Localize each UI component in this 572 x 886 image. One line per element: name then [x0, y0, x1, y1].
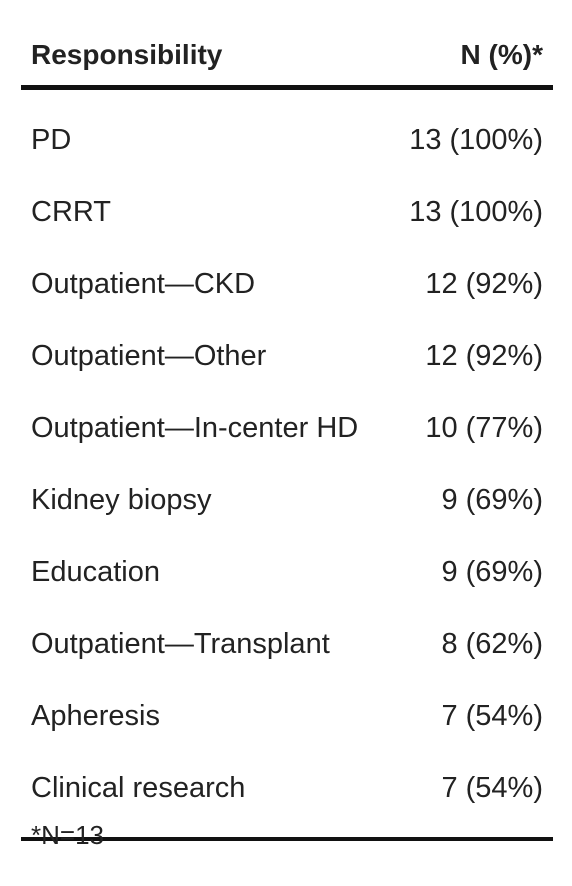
table-footnote: *N=13: [31, 820, 104, 850]
table-row: CRRT 13 (100%): [21, 176, 553, 248]
cell-responsibility: Clinical research: [31, 771, 246, 804]
cell-responsibility: Outpatient—CKD: [31, 267, 256, 300]
cell-n-percent: 7 (54%): [441, 771, 543, 804]
cell-n-percent: 12 (92%): [425, 267, 543, 300]
cell-responsibility: Apheresis: [31, 699, 160, 732]
cell-responsibility: PD: [31, 123, 72, 156]
cell-responsibility: Outpatient—In-center HD: [31, 411, 359, 444]
cell-n-percent: 12 (92%): [425, 339, 543, 372]
table-header: Responsibility N (%)*: [21, 0, 553, 85]
cell-responsibility: Outpatient—Transplant: [31, 627, 330, 660]
cell-n-percent: 13 (100%): [409, 195, 543, 228]
cell-n-percent: 13 (100%): [409, 123, 543, 156]
header-rule: [21, 85, 553, 90]
table-row: Kidney biopsy 9 (69%): [21, 464, 553, 536]
table-row: Outpatient—Transplant 8 (62%): [21, 608, 553, 680]
header-responsibility: Responsibility: [31, 39, 223, 70]
cell-responsibility: Education: [31, 555, 160, 588]
cell-n-percent: 9 (69%): [441, 555, 543, 588]
table-row: Education 9 (69%): [21, 536, 553, 608]
table-body: PD 13 (100%) CRRT 13 (100%) Outpatient—C…: [21, 90, 553, 837]
table-row: Outpatient—In-center HD 10 (77%): [21, 392, 553, 464]
table-row: Outpatient—CKD 12 (92%): [21, 248, 553, 320]
table-row: Outpatient—Other 12 (92%): [21, 320, 553, 392]
header-n-percent: N (%)*: [460, 39, 543, 70]
cell-responsibility: Outpatient—Other: [31, 339, 267, 372]
cell-responsibility: Kidney biopsy: [31, 483, 212, 516]
table-row: PD 13 (100%): [21, 104, 553, 176]
table-row: Apheresis 7 (54%): [21, 680, 553, 752]
cell-n-percent: 8 (62%): [441, 627, 543, 660]
cell-n-percent: 10 (77%): [425, 411, 543, 444]
table-row: Clinical research 7 (54%): [21, 752, 553, 824]
cell-n-percent: 7 (54%): [441, 699, 543, 732]
cell-n-percent: 9 (69%): [441, 483, 543, 516]
bottom-rule: [21, 837, 553, 841]
responsibility-table: Responsibility N (%)* PD 13 (100%) CRRT …: [21, 0, 553, 841]
cell-responsibility: CRRT: [31, 195, 112, 228]
